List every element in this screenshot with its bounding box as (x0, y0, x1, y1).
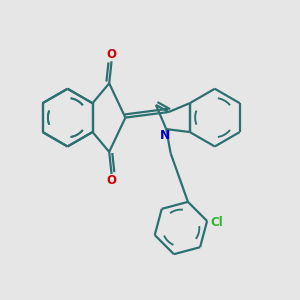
Text: O: O (106, 174, 117, 187)
Text: O: O (106, 48, 117, 61)
Text: Cl: Cl (210, 216, 223, 229)
Text: N: N (160, 129, 170, 142)
